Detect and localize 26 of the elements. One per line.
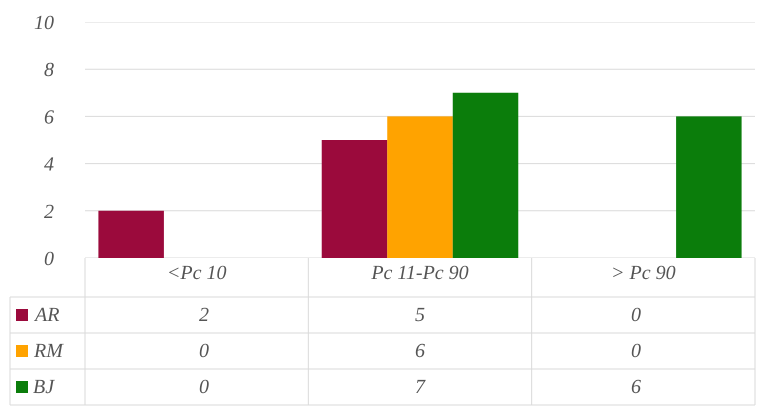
y-tick-label: 10 — [34, 12, 54, 34]
data-label: 0 — [631, 304, 641, 326]
bar — [322, 140, 388, 258]
legend-label: RM — [33, 340, 64, 362]
bar — [676, 116, 742, 258]
bar — [98, 210, 164, 258]
data-label: 6 — [631, 376, 641, 398]
data-label: 5 — [415, 304, 425, 326]
y-tick-label: 6 — [44, 106, 54, 128]
bar — [387, 116, 453, 258]
data-label: 7 — [415, 376, 426, 398]
data-label: 0 — [199, 376, 209, 398]
data-label: 6 — [415, 340, 425, 362]
data-label: 2 — [199, 304, 209, 326]
y-tick-label: 4 — [44, 154, 54, 176]
y-tick-label: 8 — [44, 59, 54, 82]
x-tick-label: <Pc 10 — [166, 262, 226, 284]
bar — [452, 92, 518, 258]
data-label: 0 — [199, 340, 209, 362]
x-tick-label: Pc 11-Pc 90 — [370, 262, 469, 284]
y-tick-label: 0 — [44, 248, 54, 270]
y-tick-label: 2 — [44, 200, 54, 223]
x-tick-label: > Pc 90 — [611, 262, 676, 284]
legend-label: BJ — [33, 376, 56, 398]
data-label: 0 — [631, 340, 641, 362]
legend-label: AR — [33, 304, 60, 326]
